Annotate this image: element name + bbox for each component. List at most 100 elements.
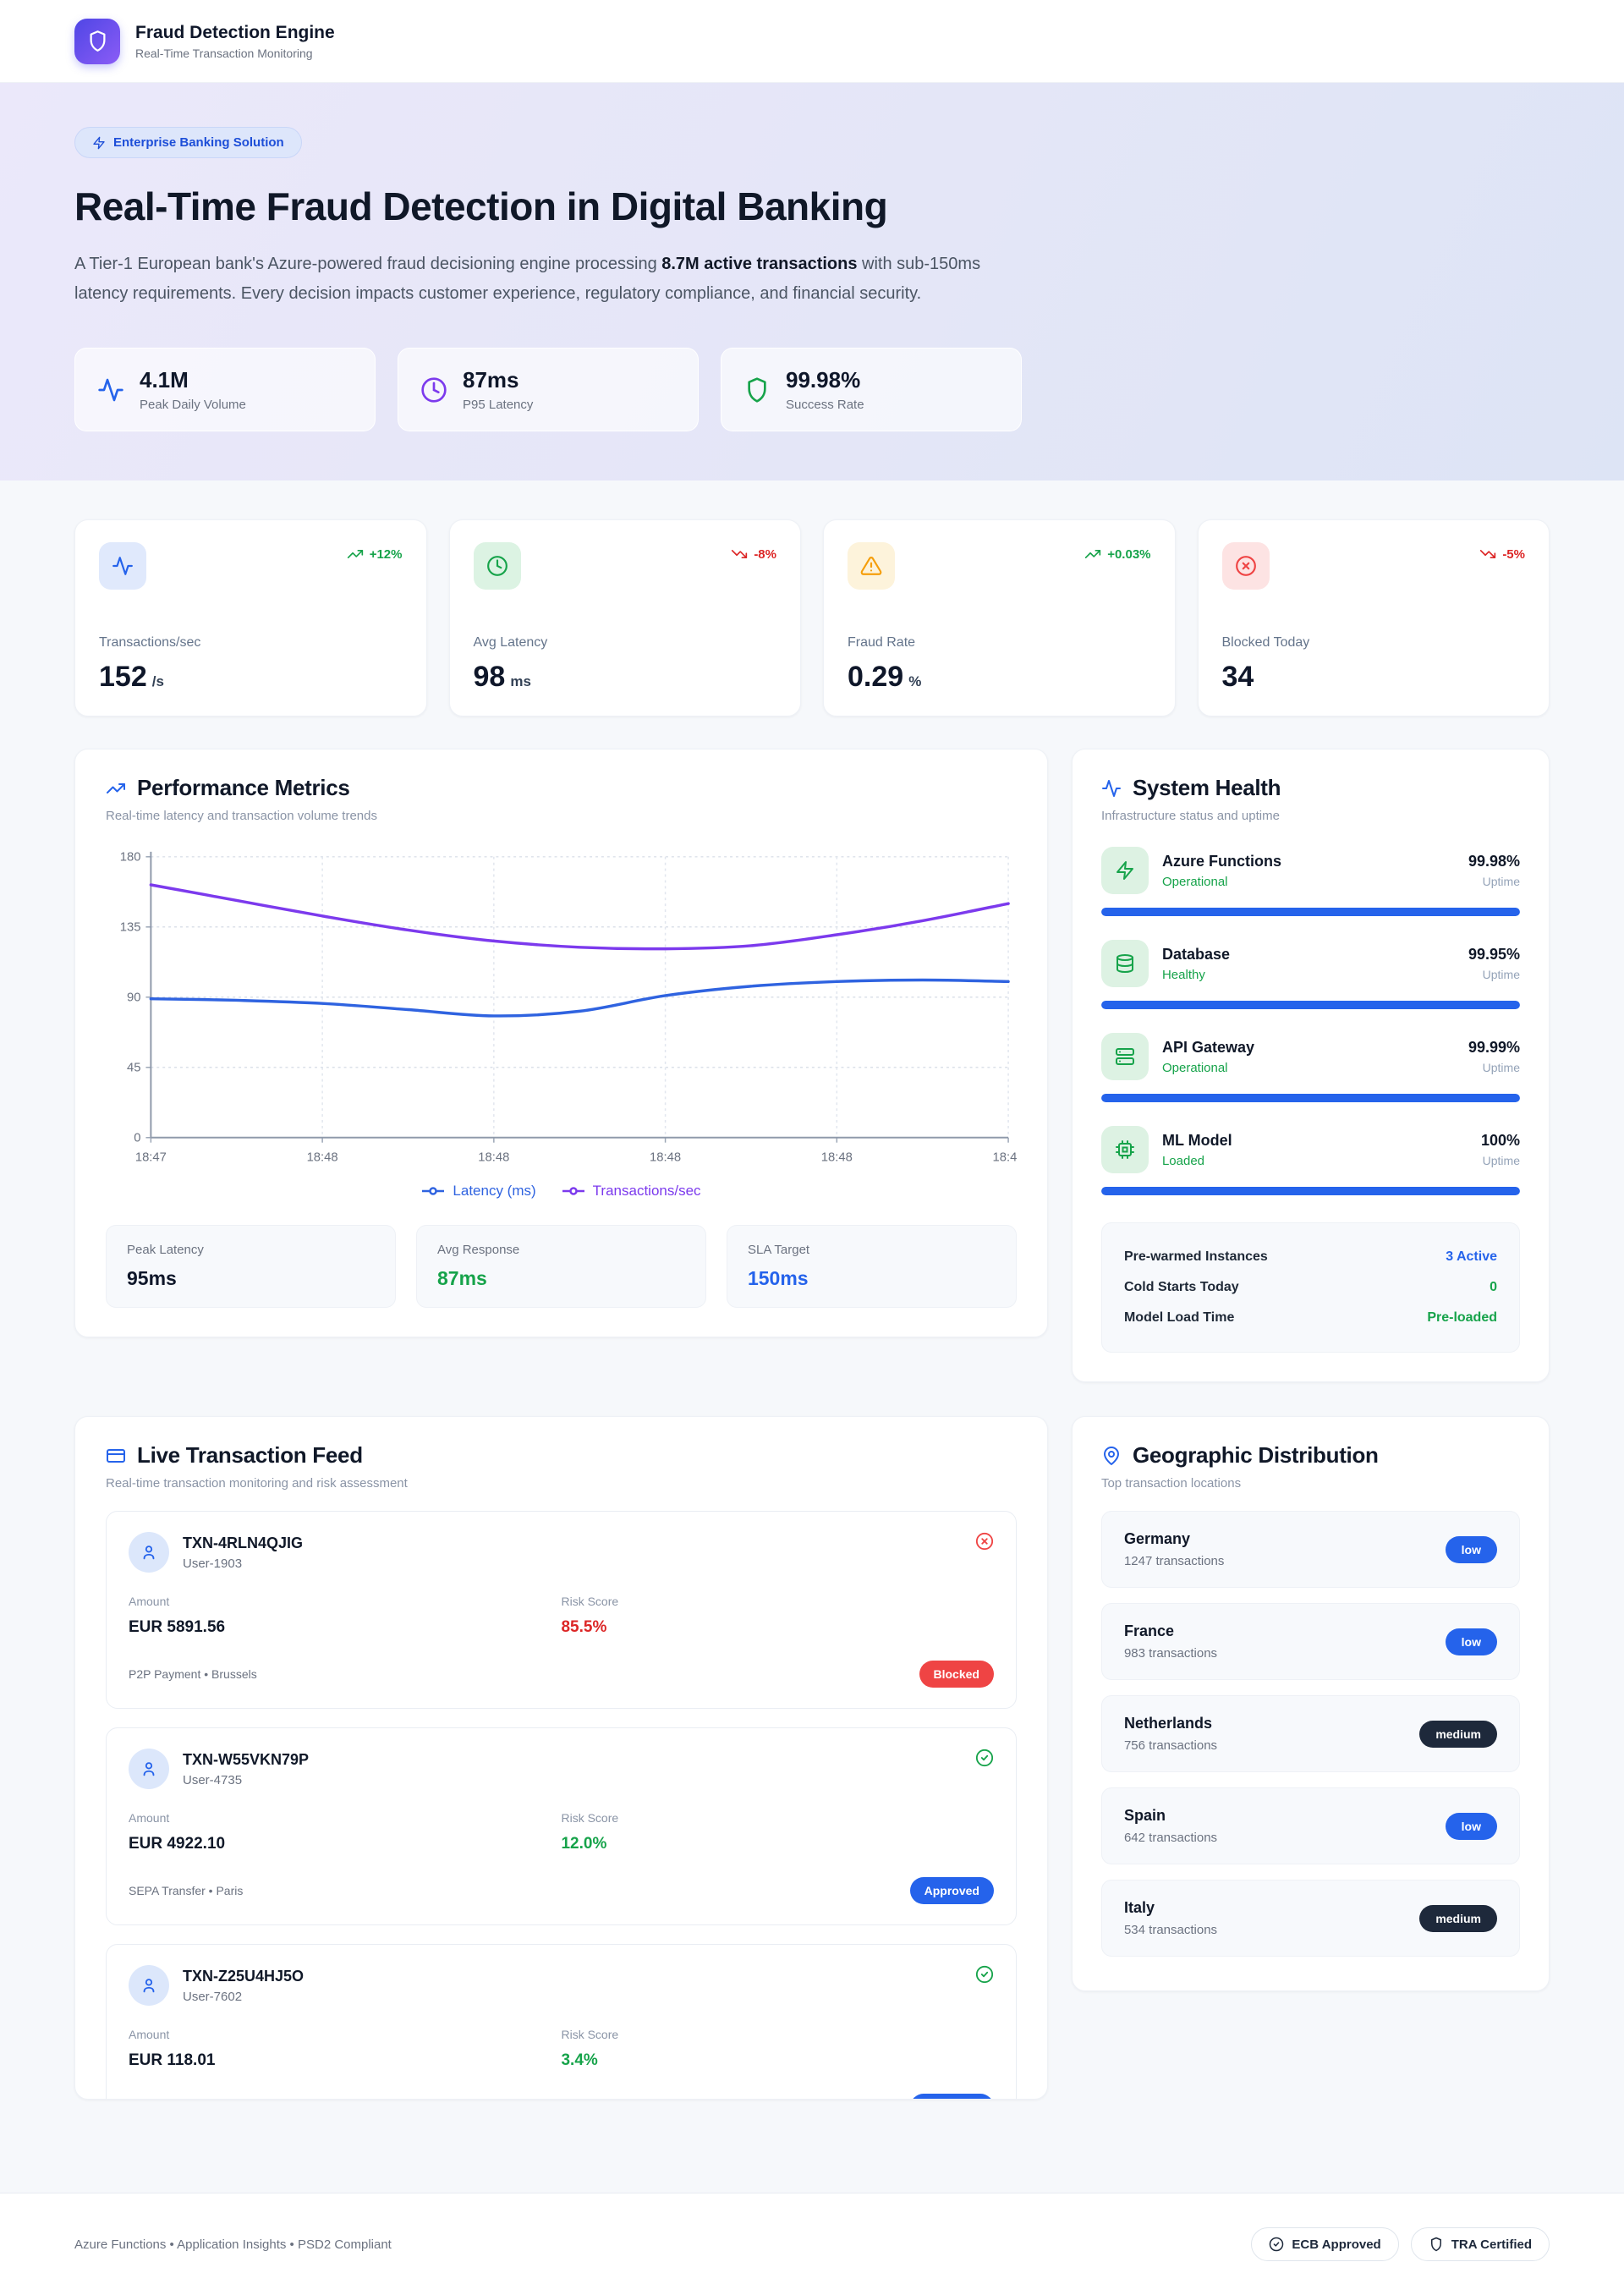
check-circle-icon	[1269, 2237, 1284, 2252]
trending-down-icon	[731, 546, 748, 563]
kpi-trend: +12%	[347, 546, 403, 563]
live-transaction-feed-card: Live Transaction Feed Real-time transact…	[74, 1416, 1048, 2100]
transaction-user: User-4735	[183, 1772, 243, 1787]
risk-pill: medium	[1419, 1720, 1497, 1748]
kpi-value: 152	[99, 661, 147, 693]
system-health-title: System Health	[1132, 775, 1281, 800]
svg-text:18:48: 18:48	[821, 1150, 853, 1164]
geo-row-italy: Italy 534 transactions medium	[1100, 1880, 1520, 1957]
main-content: +12% Transactions/sec 152/s -8% Avg Late…	[0, 480, 1624, 2193]
kpi-value: 0.29	[848, 661, 904, 693]
performance-stats: Peak Latency 95ms Avg Response 87ms SLA …	[106, 1225, 1017, 1309]
page-title: Real-Time Fraud Detection in Digital Ban…	[74, 184, 888, 228]
kpi-unit: %	[908, 673, 922, 689]
chart-legend: Latency (ms) Transactions/sec	[106, 1183, 1017, 1200]
geo-subtitle: Top transaction locations	[1100, 1476, 1242, 1491]
status-badge: Approved	[909, 2094, 994, 2099]
x-circle-icon	[975, 1532, 994, 1551]
svg-text:18:48: 18:48	[993, 1150, 1017, 1164]
credit-card-icon	[106, 1446, 126, 1466]
svg-text:90: 90	[127, 991, 140, 1005]
trending-up-icon	[347, 546, 364, 563]
kpi-unit: /s	[151, 673, 164, 689]
stat-value: 4.1M	[140, 367, 189, 393]
svg-text:18:48: 18:48	[478, 1150, 509, 1164]
app-header: Fraud Detection Engine Real-Time Transac…	[0, 0, 1624, 83]
svg-text:0: 0	[134, 1132, 140, 1145]
user-avatar	[129, 1532, 169, 1573]
summary-value: 0	[1490, 1280, 1497, 1294]
activity-icon	[97, 376, 124, 404]
summary-label: Cold Starts Today	[1123, 1280, 1239, 1294]
stat-avg-response: Avg Response 87ms	[415, 1225, 706, 1309]
kpi-label: Blocked Today	[1221, 635, 1310, 650]
stat-label: P95 Latency	[463, 398, 534, 412]
kpi-unit: ms	[510, 673, 531, 689]
transaction-user: User-1903	[183, 1556, 243, 1571]
kpi-label: Transactions/sec	[99, 635, 201, 650]
kpi-trend: -8%	[731, 546, 776, 563]
transaction-row[interactable]: TXN-Z25U4HJ5O User-7602 Amount EUR 118.01…	[106, 1944, 1017, 2099]
stat-value: 99.98%	[786, 367, 861, 393]
kpi-card-avg-latency: -8% Avg Latency 98 ms	[448, 519, 801, 717]
server-icon	[1100, 1033, 1149, 1080]
legend-item-latency[interactable]: Latency (ms)	[421, 1183, 536, 1200]
svg-text:180: 180	[120, 851, 141, 865]
kpi-trend: +0.03%	[1084, 546, 1151, 563]
hero-badge: Enterprise Banking Solution	[74, 127, 302, 158]
transaction-risk: 85.5%	[561, 1618, 607, 1636]
feed-title: Live Transaction Feed	[137, 1442, 363, 1468]
kpi-value: 98	[473, 661, 506, 693]
status-badge: Approved	[909, 1877, 994, 1904]
kpi-trend: -5%	[1479, 546, 1525, 563]
legend-item-transactions[interactable]: Transactions/sec	[562, 1183, 701, 1200]
transaction-id: TXN-Z25U4HJ5O	[183, 1967, 304, 1985]
kpi-card-transactions-per-sec: +12% Transactions/sec 152/s	[74, 519, 427, 717]
kpi-card-blocked-today: -5% Blocked Today 34	[1197, 519, 1550, 717]
user-avatar	[129, 1749, 169, 1789]
geo-title: Geographic Distribution	[1132, 1442, 1379, 1468]
service-database: Database Healthy 99.95% Uptime	[1100, 940, 1520, 1009]
summary-value: 3 Active	[1446, 1249, 1497, 1264]
clock-icon	[473, 542, 521, 590]
hero-section: Enterprise Banking Solution Real-Time Fr…	[0, 83, 1624, 480]
activity-icon	[99, 542, 146, 590]
transaction-meta: SEPA Transfer • Paris	[129, 1884, 244, 1897]
stat-sla-target: SLA Target 150ms	[726, 1225, 1017, 1309]
performance-subtitle: Real-time latency and transaction volume…	[106, 809, 377, 823]
transaction-risk: 12.0%	[561, 1835, 607, 1853]
kpi-label: Fraud Rate	[848, 635, 916, 650]
service-api-gateway: API Gateway Operational 99.99% Uptime	[1100, 1033, 1520, 1102]
hero-badge-label: Enterprise Banking Solution	[113, 135, 284, 150]
trending-up-icon	[1084, 546, 1101, 563]
transaction-id: TXN-4RLN4QJIG	[183, 1534, 304, 1551]
summary-label: Pre-warmed Instances	[1123, 1249, 1268, 1264]
transaction-row[interactable]: TXN-4RLN4QJIG User-1903 Amount EUR 5891.5…	[106, 1511, 1017, 1709]
zap-icon	[92, 136, 106, 150]
service-ml-model: ML Model Loaded 100% Uptime	[1100, 1126, 1520, 1195]
app-subtitle: Real-Time Transaction Monitoring	[135, 46, 313, 60]
cpu-icon	[1100, 1126, 1149, 1173]
kpi-card-fraud-rate: +0.03% Fraud Rate 0.29%	[823, 519, 1176, 717]
ecb-approved-badge[interactable]: ECB Approved	[1251, 2227, 1399, 2261]
kpi-value: 34	[1221, 661, 1254, 693]
database-icon	[1100, 940, 1149, 987]
geo-row-france: France 983 transactions low	[1100, 1603, 1520, 1680]
svg-text:135: 135	[120, 921, 141, 935]
footer-tech-list: Azure Functions • Application Insights •…	[74, 2237, 392, 2252]
stat-label: Success Rate	[786, 398, 864, 412]
transaction-amount: EUR 118.01	[129, 2051, 216, 2069]
transaction-row[interactable]: TXN-W55VKN79P User-4735 Amount EUR 4922.1…	[106, 1727, 1017, 1925]
x-circle-icon	[1221, 542, 1270, 590]
tra-certified-badge[interactable]: TRA Certified	[1410, 2227, 1550, 2261]
map-pin-icon	[1101, 1446, 1122, 1466]
kpi-row: +12% Transactions/sec 152/s -8% Avg Late…	[74, 519, 1550, 717]
app-title: Fraud Detection Engine	[135, 22, 335, 42]
hero-stat-peak-volume: 4.1M Peak Daily Volume	[74, 348, 376, 431]
geographic-distribution-card: Geographic Distribution Top transaction …	[1071, 1416, 1550, 1991]
service-azure-functions: Azure Functions Operational 99.98% Uptim…	[1100, 847, 1520, 916]
activity-icon	[1101, 778, 1122, 799]
geo-row-spain: Spain 642 transactions low	[1100, 1787, 1520, 1864]
performance-title: Performance Metrics	[137, 775, 350, 800]
system-health-card: System Health Infrastructure status and …	[1071, 749, 1550, 1382]
